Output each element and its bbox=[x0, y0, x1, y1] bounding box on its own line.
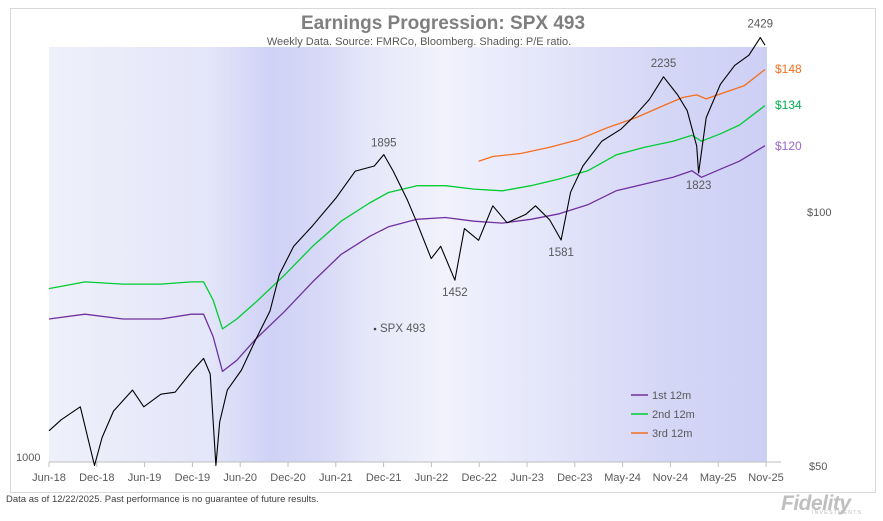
x-tick-label: May-25 bbox=[700, 472, 737, 484]
end-label-1st-12m: $120 bbox=[775, 139, 802, 153]
x-tick-label: Jun-18 bbox=[32, 472, 66, 484]
x-tick-label: May-24 bbox=[604, 472, 641, 484]
x-tick-label: Jun-20 bbox=[223, 472, 257, 484]
x-axis-ticks: Jun-18 Dec-18 Jun-19 Dec-19 Jun-20 Dec-20 Jun-… bbox=[32, 462, 784, 484]
x-tick-label: Jun-22 bbox=[415, 472, 449, 484]
x-tick-label: Nov-25 bbox=[748, 472, 783, 484]
series-line-2nd-12m bbox=[48, 105, 766, 330]
annotation-1895: 1895 bbox=[371, 138, 397, 150]
right-axis-label-50: $50 bbox=[809, 461, 827, 473]
legend: 1st 12m 2nd 12m 3rd 12m bbox=[631, 390, 695, 440]
footer-disclaimer: Data as of 12/22/2025. Past performance … bbox=[6, 494, 319, 505]
legend-label-2nd-12m: 2nd 12m bbox=[652, 409, 695, 421]
right-axis-label-100: $100 bbox=[807, 207, 831, 219]
fidelity-logo-subtitle: INVESTMENTS bbox=[812, 510, 863, 516]
legend-label-3rd-12m: 3rd 12m bbox=[652, 428, 692, 440]
series-layer bbox=[48, 37, 766, 467]
series-name-dot bbox=[373, 327, 377, 331]
fidelity-logo: Fidelity bbox=[781, 492, 851, 515]
left-axis-label: 1000 bbox=[16, 452, 40, 464]
chart-frame: Earnings Progression: SPX 493 Weekly Dat… bbox=[10, 8, 876, 493]
series-line-3rd-12m bbox=[478, 68, 766, 162]
chart-subtitle: Weekly Data. Source: FMRCo, Bloomberg. S… bbox=[267, 36, 571, 48]
x-tick-label: Dec-23 bbox=[557, 472, 592, 484]
annotation-2429: 2429 bbox=[747, 19, 773, 31]
x-tick-label: Nov-24 bbox=[653, 472, 688, 484]
annotation-1452: 1452 bbox=[442, 287, 468, 299]
legend-label-1st-12m: 1st 12m bbox=[652, 390, 691, 402]
series-name-label: SPX 493 bbox=[380, 323, 425, 335]
series-line-1st-12m bbox=[48, 145, 766, 373]
annotation-1823: 1823 bbox=[686, 180, 712, 192]
x-tick-label: Dec-18 bbox=[79, 472, 114, 484]
x-tick-label: Jun-21 bbox=[319, 472, 353, 484]
x-tick-label: Jun-19 bbox=[128, 472, 162, 484]
x-tick-label: Dec-22 bbox=[461, 472, 496, 484]
end-label-3rd-12m: $148 bbox=[775, 62, 802, 76]
x-tick-label: Jun-23 bbox=[510, 472, 544, 484]
annotation-1581: 1581 bbox=[548, 247, 574, 259]
series-line-spx-493 bbox=[48, 37, 766, 467]
x-tick-label: Dec-21 bbox=[366, 472, 401, 484]
x-tick-label: Dec-19 bbox=[175, 472, 210, 484]
end-label-2nd-12m: $134 bbox=[775, 98, 802, 112]
chart-title: Earnings Progression: SPX 493 bbox=[301, 13, 585, 34]
x-tick-label: Dec-20 bbox=[270, 472, 305, 484]
annotations: 1895 1452 1581 2235 1823 2429 bbox=[371, 19, 773, 300]
annotation-2235: 2235 bbox=[651, 58, 677, 70]
chart-svg: Earnings Progression: SPX 493 Weekly Dat… bbox=[16, 13, 831, 484]
